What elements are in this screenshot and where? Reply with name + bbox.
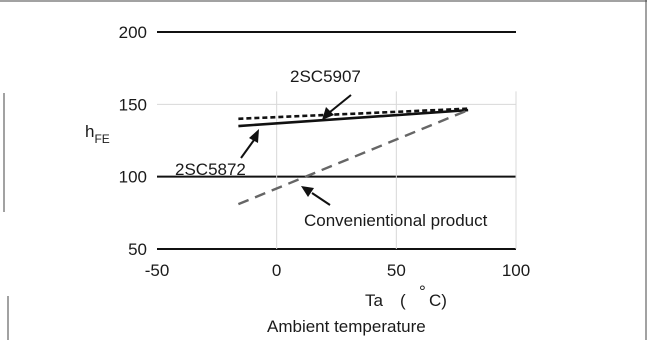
- y-axis-label-main: h: [85, 122, 94, 141]
- gridlines: [157, 31, 517, 250]
- arrow-conventional: [301, 186, 331, 206]
- x-tick-label-100: 100: [502, 261, 530, 280]
- x-axis-label: Ambient temperature: [267, 317, 426, 336]
- x-tick-label-0: 0: [272, 261, 281, 280]
- x-axis-unit-open: (: [400, 291, 406, 310]
- x-axis-unit-degree: °: [419, 282, 426, 301]
- y-tick-label-150: 150: [119, 95, 147, 114]
- x-axis-unit-celsius: C): [429, 291, 447, 310]
- y-axis-label-sub: FE: [94, 132, 109, 146]
- y-tick-label-100: 100: [119, 168, 147, 187]
- x-tick-label--50: -50: [145, 261, 170, 280]
- series-label-2sc5907: 2SC5907: [290, 67, 361, 86]
- y-axis-label: hFE: [85, 122, 110, 146]
- arrow-2sc5907: [322, 94, 352, 120]
- series-lines: [237, 107, 469, 206]
- x-axis-symbol: Ta: [365, 291, 384, 310]
- tick-labels: 50 100 150 200 -50 0 50 100: [119, 23, 531, 280]
- series-line-2: [237, 109, 469, 206]
- y-tick-label-200: 200: [119, 23, 147, 42]
- y-tick-label-50: 50: [128, 240, 147, 259]
- arrow-2sc5872: [240, 129, 259, 159]
- series-line-0: [238, 107, 469, 121]
- x-tick-label-50: 50: [387, 261, 406, 280]
- series-label-conventional: Convenientional product: [304, 211, 488, 230]
- series-line-1: [238, 108, 469, 128]
- series-label-2sc5872: 2SC5872: [175, 160, 246, 179]
